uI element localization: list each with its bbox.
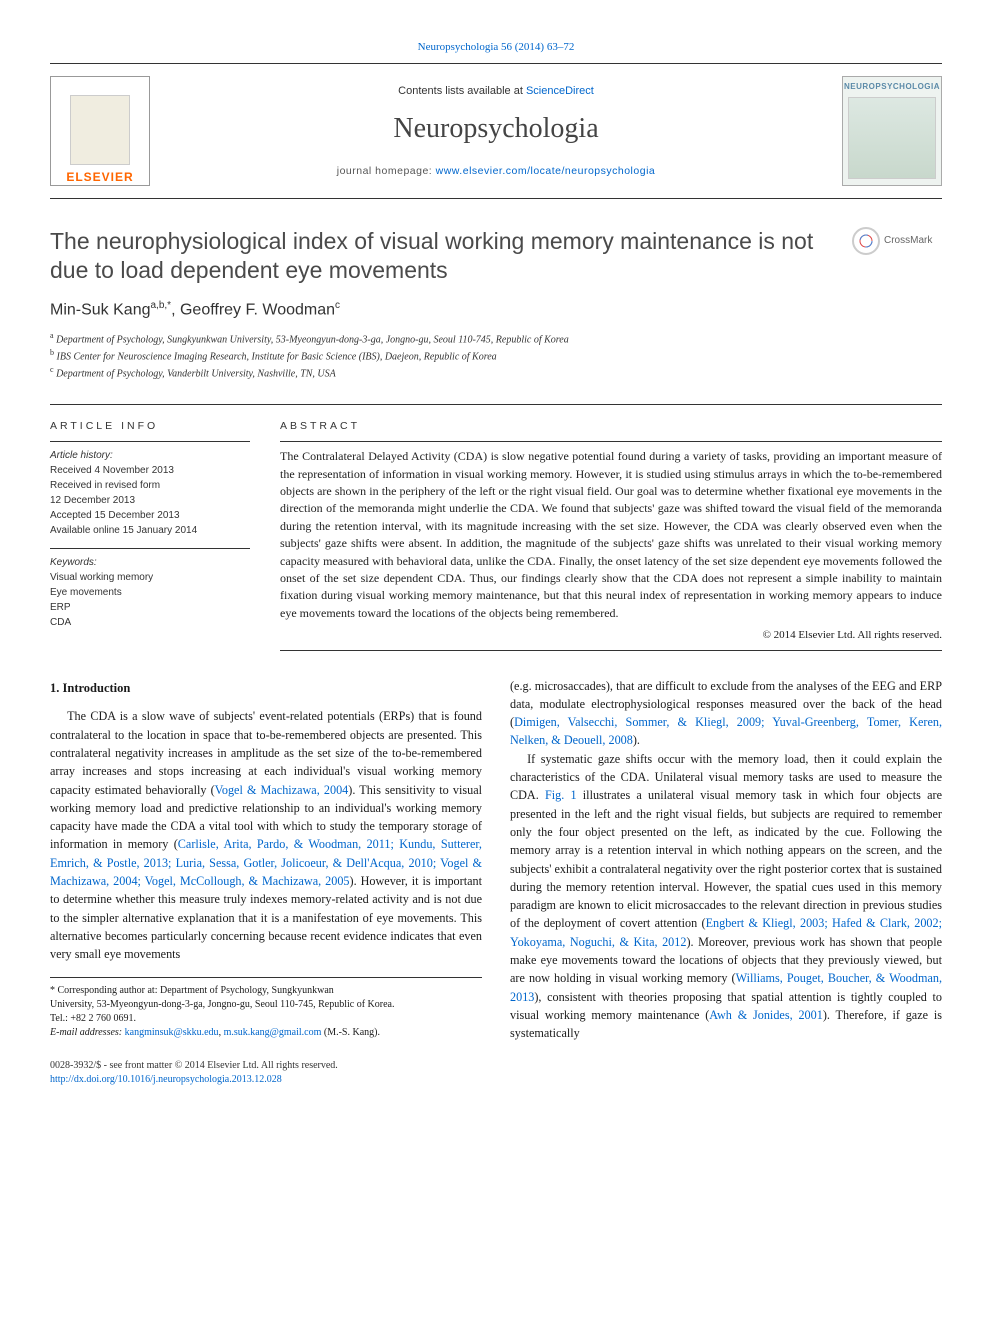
email-link-1[interactable]: kangminsuk@skku.edu bbox=[125, 1027, 219, 1038]
abstract-text: The Contralateral Delayed Activity (CDA)… bbox=[280, 441, 942, 622]
article-info-heading: ARTICLE INFO bbox=[50, 419, 250, 434]
figure-link[interactable]: Fig. 1 bbox=[545, 788, 577, 802]
publisher-logo: ELSEVIER bbox=[50, 76, 150, 186]
keyword: CDA bbox=[50, 617, 71, 628]
contents-line: Contents lists available at ScienceDirec… bbox=[160, 84, 832, 99]
email-link-2[interactable]: m.suk.kang@gmail.com bbox=[224, 1027, 322, 1038]
journal-cover: NEUROPSYCHOLOGIA bbox=[842, 76, 942, 186]
crossmark-badge[interactable]: CrossMark bbox=[852, 227, 942, 255]
article-history: Article history: Received 4 November 201… bbox=[50, 441, 250, 538]
issn-line: 0028-3932/$ - see front matter © 2014 El… bbox=[50, 1059, 942, 1073]
page-footer: 0028-3932/$ - see front matter © 2014 El… bbox=[50, 1059, 942, 1087]
header-center: Contents lists available at ScienceDirec… bbox=[150, 84, 842, 179]
elsevier-tree-icon bbox=[70, 95, 130, 165]
publisher-name: ELSEVIER bbox=[66, 169, 133, 186]
keyword: Eye movements bbox=[50, 587, 122, 598]
abstract-block: ABSTRACT The Contralateral Delayed Activ… bbox=[280, 419, 942, 651]
homepage-link[interactable]: www.elsevier.com/locate/neuropsychologia bbox=[436, 165, 656, 177]
sciencedirect-link[interactable]: ScienceDirect bbox=[526, 85, 594, 97]
affiliation-b: b IBS Center for Neuroscience Imaging Re… bbox=[50, 347, 942, 364]
abstract-heading: ABSTRACT bbox=[280, 419, 942, 434]
keyword: Visual working memory bbox=[50, 572, 153, 583]
crossmark-icon bbox=[852, 227, 880, 255]
rule-under-header bbox=[50, 198, 942, 199]
citation-link[interactable]: Awh & Jonides, 2001 bbox=[709, 1008, 823, 1022]
history-line: Available online 15 January 2014 bbox=[50, 525, 197, 536]
history-line: Received 4 November 2013 bbox=[50, 465, 174, 476]
corr-tel: Tel.: +82 2 760 0691. bbox=[50, 1012, 482, 1026]
homepage-line: journal homepage: www.elsevier.com/locat… bbox=[160, 164, 832, 179]
article-title: The neurophysiological index of visual w… bbox=[50, 227, 842, 285]
doi-link[interactable]: http://dx.doi.org/10.1016/j.neuropsychol… bbox=[50, 1074, 282, 1085]
citation-link[interactable]: Vogel & Machizawa, 2004 bbox=[215, 783, 349, 797]
email-label: E-mail addresses: bbox=[50, 1027, 125, 1038]
contents-prefix: Contents lists available at bbox=[398, 85, 526, 97]
body-text: 1. Introduction The CDA is a slow wave o… bbox=[50, 677, 942, 1043]
body-text-run: ). bbox=[633, 733, 640, 747]
cover-art-icon bbox=[848, 97, 936, 180]
corr-line-2: University, 53-Myeongyun-dong-3-ga, Jong… bbox=[50, 998, 482, 1012]
rule-top bbox=[50, 63, 942, 64]
author-list: Min-Suk Kanga,b,*, Geoffrey F. Woodmanc bbox=[50, 299, 942, 322]
history-label: Article history: bbox=[50, 450, 113, 461]
affiliations: a Department of Psychology, Sungkyunkwan… bbox=[50, 330, 942, 382]
section-heading-intro: 1. Introduction bbox=[50, 679, 482, 698]
history-line: 12 December 2013 bbox=[50, 495, 135, 506]
email-tail: (M.-S. Kang). bbox=[321, 1027, 380, 1038]
journal-name: Neuropsychologia bbox=[160, 109, 832, 148]
body-text-run: illustrates a unilateral visual memory t… bbox=[510, 788, 942, 930]
author-1-sup: a,b,* bbox=[151, 300, 172, 311]
rule-under-abstract bbox=[280, 650, 942, 651]
corr-line-1: * Corresponding author at: Department of… bbox=[50, 984, 482, 998]
affiliation-c: c Department of Psychology, Vanderbilt U… bbox=[50, 364, 942, 381]
keywords-block: Keywords: Visual working memory Eye move… bbox=[50, 548, 250, 630]
author-2: , Geoffrey F. Woodman bbox=[171, 301, 335, 318]
citation-link[interactable]: Dimigen, Valsecchi, Sommer, & Kliegl, 20… bbox=[510, 715, 942, 747]
crossmark-label: CrossMark bbox=[884, 234, 932, 248]
history-line: Received in revised form bbox=[50, 480, 160, 491]
abstract-copyright: © 2014 Elsevier Ltd. All rights reserved… bbox=[280, 628, 942, 643]
homepage-prefix: journal homepage: bbox=[337, 165, 436, 177]
journal-header: ELSEVIER Contents lists available at Sci… bbox=[50, 68, 942, 194]
keyword: ERP bbox=[50, 602, 71, 613]
article-info-block: ARTICLE INFO Article history: Received 4… bbox=[50, 419, 250, 651]
top-citation-link[interactable]: Neuropsychologia 56 (2014) 63–72 bbox=[418, 41, 575, 53]
author-1: Min-Suk Kang bbox=[50, 301, 151, 318]
author-2-sup: c bbox=[335, 300, 340, 311]
history-line: Accepted 15 December 2013 bbox=[50, 510, 180, 521]
corresponding-footnote: * Corresponding author at: Department of… bbox=[50, 977, 482, 1040]
keywords-label: Keywords: bbox=[50, 557, 97, 568]
top-citation: Neuropsychologia 56 (2014) 63–72 bbox=[50, 40, 942, 55]
cover-title: NEUROPSYCHOLOGIA bbox=[844, 81, 940, 92]
affiliation-a: a Department of Psychology, Sungkyunkwan… bbox=[50, 330, 942, 347]
